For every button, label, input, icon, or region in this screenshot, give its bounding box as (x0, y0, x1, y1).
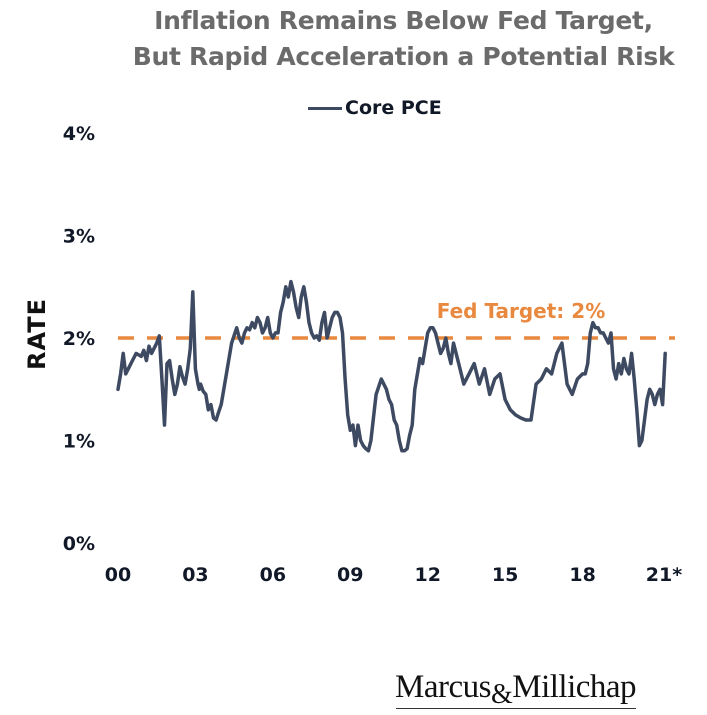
x-axis-ticks: 00 03 06 09 12 15 18 21* (105, 564, 682, 586)
legend-swatch-core-pce (308, 106, 342, 110)
y-tick-label: 4% (63, 123, 95, 145)
y-tick-label: 0% (63, 533, 95, 555)
chart-title: Inflation Remains Below Fed Target, (154, 6, 653, 35)
logo-ampersand: & (490, 679, 513, 710)
logo-underline (396, 708, 636, 709)
x-tick-label: 15 (492, 564, 518, 586)
x-tick-label: 09 (337, 564, 363, 586)
chart-subtitle: But Rapid Acceleration a Potential Risk (132, 42, 675, 71)
legend: Core PCE (308, 97, 442, 119)
fed-target-label: Fed Target: 2% (437, 299, 605, 323)
x-tick-label: 21* (646, 564, 682, 586)
y-tick-label: 3% (63, 226, 95, 248)
x-tick-label: 18 (569, 564, 595, 586)
y-tick-label: 2% (63, 328, 95, 350)
legend-label-core-pce: Core PCE (345, 97, 442, 119)
logo-text-marcus: Marcus (395, 669, 491, 705)
y-axis-ticks: 0% 1% 2% 3% 4% (63, 123, 95, 555)
series-line-core-pce (116, 279, 667, 453)
brand-logo: Marcus&Millichap (395, 669, 637, 710)
x-tick-label: 00 (105, 564, 131, 586)
y-tick-label: 1% (63, 431, 95, 453)
x-tick-label: 03 (182, 564, 208, 586)
logo-text-millichap: Millichap (512, 669, 637, 705)
x-tick-label: 12 (414, 564, 440, 586)
x-tick-label: 06 (260, 564, 286, 586)
